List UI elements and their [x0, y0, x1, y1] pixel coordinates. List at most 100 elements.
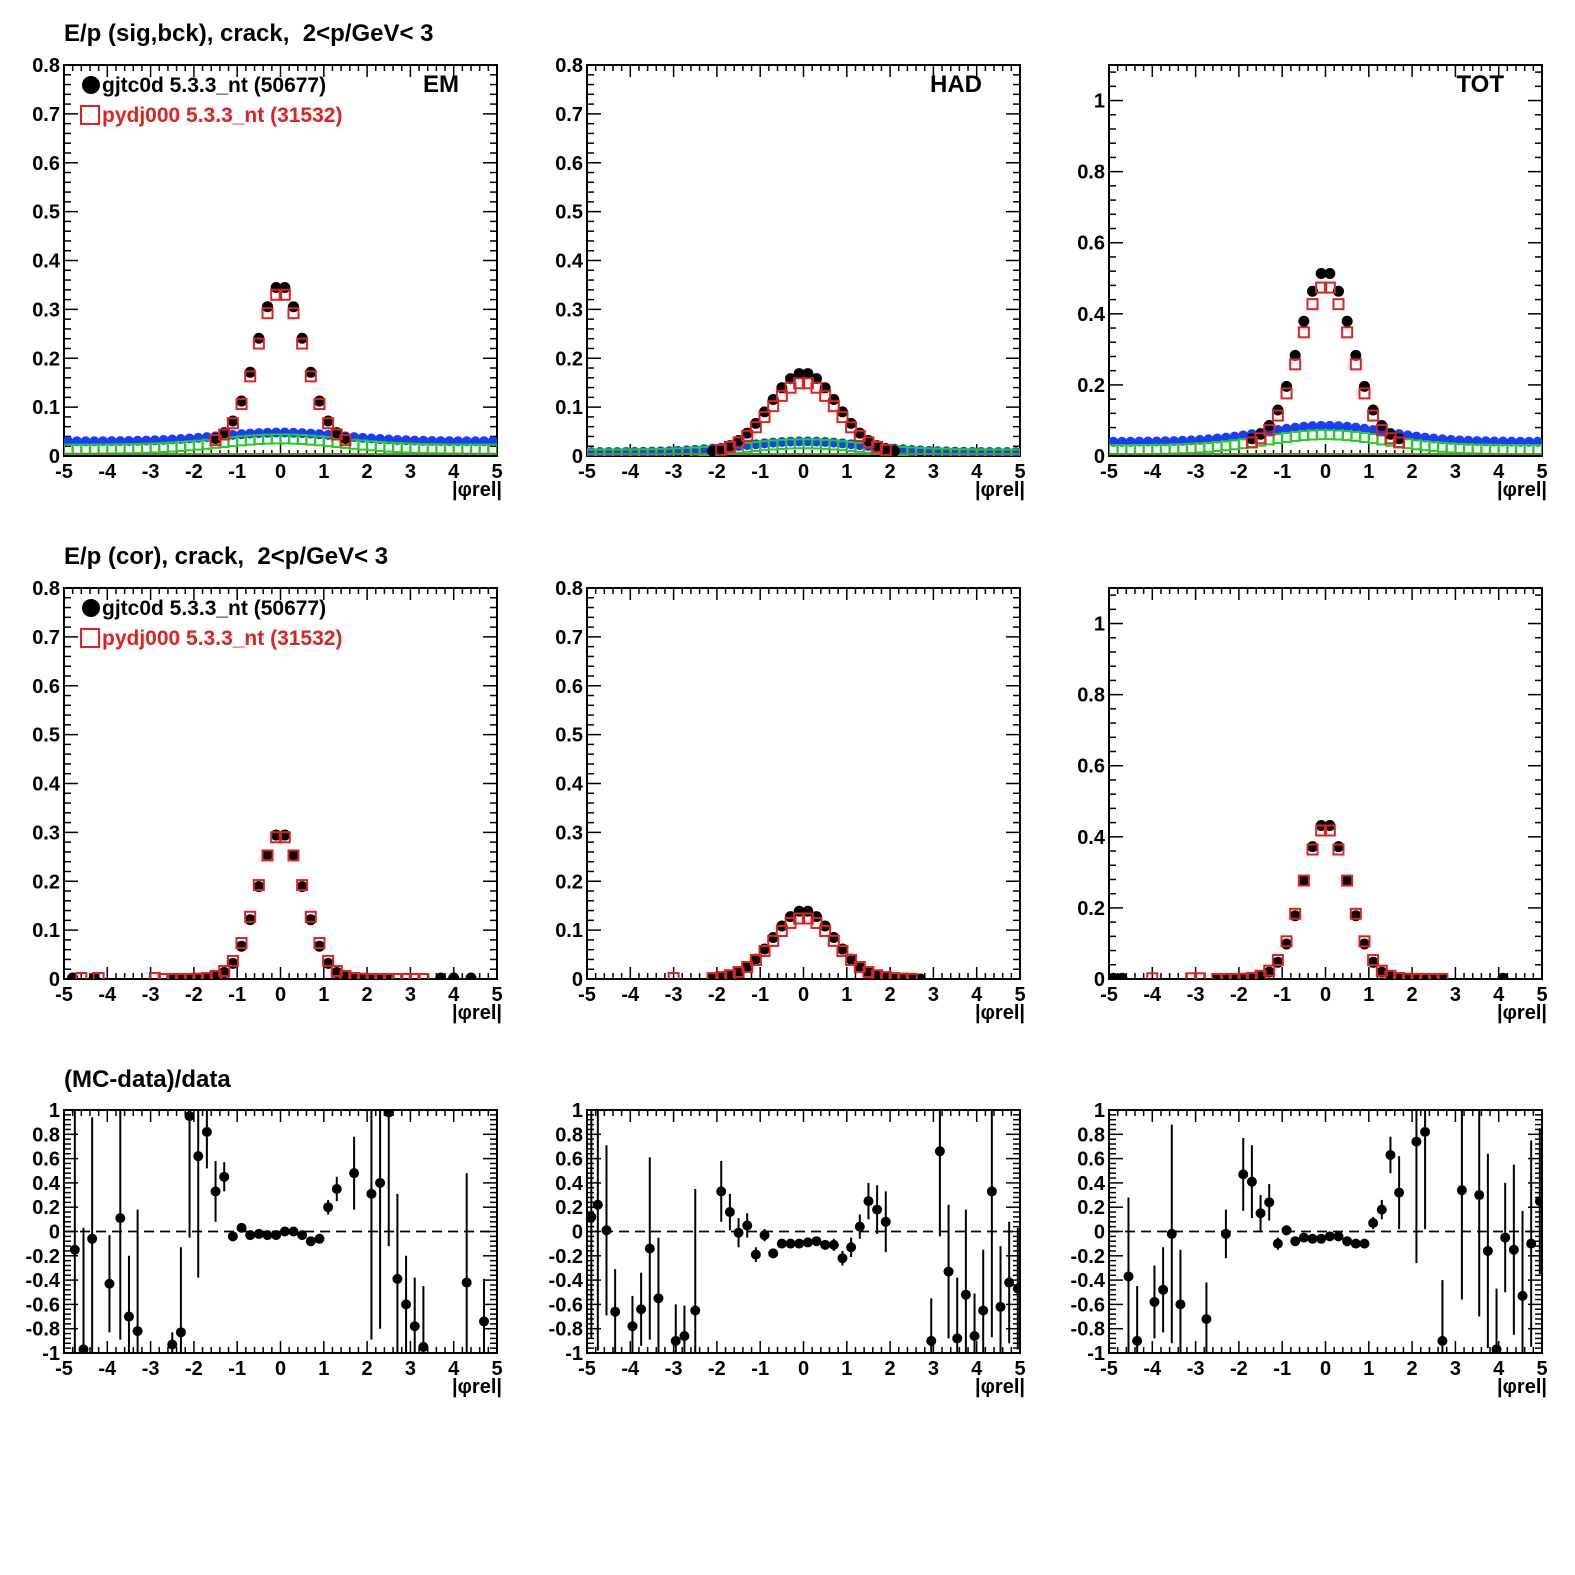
x-tick-label: 3 [928, 984, 939, 1006]
mc-marker [758, 945, 771, 958]
data-marker [1332, 841, 1344, 853]
y-tick-label: 0.7 [32, 627, 60, 649]
mc-marker [1375, 424, 1388, 437]
x-tick-label: -2 [1230, 1358, 1248, 1380]
bck-mc-marker [1307, 429, 1319, 441]
x-tick-label: 1 [841, 461, 852, 483]
mc-marker [715, 443, 728, 456]
mc-marker [244, 370, 257, 383]
x-tick-label: 0 [275, 461, 286, 483]
ratio-marker [828, 1239, 839, 1250]
x-tick-label: -5 [578, 984, 596, 1006]
ratio-marker [854, 1221, 865, 1232]
x-tick-label: 2 [1407, 984, 1418, 1006]
ratio-marker [759, 1230, 770, 1241]
ratio-marker [724, 1207, 735, 1218]
ratio-marker [1491, 1344, 1502, 1353]
ratio-marker [785, 1238, 796, 1249]
bck-data-marker [1428, 433, 1439, 444]
y-tick-label: 1 [1094, 1100, 1105, 1122]
y-tick-label: 0.3 [32, 822, 60, 844]
y-tick-label: 0.8 [32, 1124, 60, 1146]
mc-marker [1358, 935, 1371, 948]
y-tick-label: 0.6 [1077, 1149, 1105, 1171]
ratio-marker [305, 1236, 316, 1247]
panel-label-had: HAD [930, 71, 982, 98]
ratio-marker [1012, 1283, 1020, 1294]
data-points [64, 1110, 497, 1353]
data-marker [1116, 972, 1128, 979]
ratio-marker [969, 1330, 980, 1341]
ratio-marker [323, 1202, 334, 1213]
x-tick-label: -2 [708, 984, 726, 1006]
x-tick-label: -1 [751, 1358, 769, 1380]
bck-data-marker [1333, 421, 1344, 432]
mc-marker [879, 971, 892, 979]
x-axis-label: |φrel| [975, 479, 1025, 501]
y-tick-label: 0.4 [1077, 1173, 1106, 1195]
x-tick-label: 0 [1320, 461, 1331, 483]
mc-marker [1419, 972, 1432, 979]
x-tick-label: 5 [1536, 984, 1547, 1006]
ratio-marker [1307, 1233, 1318, 1244]
bck-data-marker [1229, 431, 1240, 442]
mc-marker [348, 971, 361, 979]
mc-marker [192, 972, 205, 979]
mc-marker [810, 916, 823, 929]
data-marker [313, 940, 325, 952]
panel-em-ratio: -5 -4 -3 -2 -1 0 1 2 3 4 5-1-0.8-0.6-0.4-0.200.20.… [26, 1100, 503, 1398]
y-tick-label: 0.8 [555, 1124, 583, 1146]
x-tick-label: -5 [55, 984, 73, 1006]
ratio-marker [297, 1230, 308, 1241]
legend-mc-marker [80, 628, 100, 648]
x-axis-label: |φrel| [1497, 479, 1547, 501]
bck-data-marker [1238, 430, 1249, 441]
x-tick-label: -4 [621, 984, 640, 1006]
x-tick-label: -2 [1230, 984, 1248, 1006]
mc-marker [749, 953, 762, 966]
mc-marker [767, 400, 780, 413]
mc-marker [1306, 843, 1319, 856]
y-tick-label: -0.8 [549, 1319, 583, 1341]
ratio-marker [219, 1171, 230, 1182]
data-marker [287, 301, 299, 313]
bck-data-marker [1212, 433, 1223, 444]
ratio-marker [978, 1305, 989, 1316]
data-points [64, 282, 497, 455]
ratio-marker [262, 1230, 273, 1241]
legend-mc-label: pydj000 5.3.3_nt (31532) [102, 104, 342, 127]
y-tick-label: 1 [1094, 614, 1105, 636]
data-points [667, 905, 926, 979]
y-tick-label: -0.6 [1071, 1294, 1105, 1316]
x-tick-label: -4 [98, 984, 117, 1006]
bck-data-marker [1420, 432, 1431, 443]
x-tick-label: -4 [98, 461, 117, 483]
x-tick-label: 5 [1536, 1358, 1547, 1380]
y-tick-label: -1 [1087, 1343, 1105, 1365]
y-tick-label: -0.2 [549, 1246, 583, 1268]
plot-frame [1108, 64, 1543, 457]
ratio-marker [776, 1238, 787, 1249]
mc-marker [365, 972, 378, 979]
ratio-marker [331, 1183, 342, 1194]
mc-marker [723, 969, 736, 979]
mc-marker [252, 337, 265, 350]
mc-marker [278, 288, 291, 301]
data-marker [1281, 938, 1293, 950]
x-tick-label: 2 [885, 1358, 896, 1380]
y-tick-label: 0.1 [555, 920, 583, 942]
ratio-marker [1368, 1217, 1379, 1228]
panel-tot-cor: -5 -4 -3 -2 -1 0 1 2 3 4 5 0 0.2 0.4 0.6 0.8 1 |φrel| [1077, 587, 1548, 1024]
mc-marker [1349, 907, 1362, 920]
y-tick-label: 0.8 [1077, 685, 1105, 707]
row2-title: E/p (cor), crack, 2<p/GeV< 3 [64, 543, 389, 570]
mc-marker [810, 381, 823, 394]
data-points [587, 368, 1020, 456]
ratio-marker [1324, 1231, 1335, 1242]
ratio-marker [210, 1186, 221, 1197]
x-tick-label: 1 [318, 1358, 329, 1380]
mc-marker [845, 953, 858, 966]
data-marker [1350, 349, 1362, 361]
mc-marker [845, 421, 858, 434]
x-tick-label: 5 [491, 1358, 502, 1380]
